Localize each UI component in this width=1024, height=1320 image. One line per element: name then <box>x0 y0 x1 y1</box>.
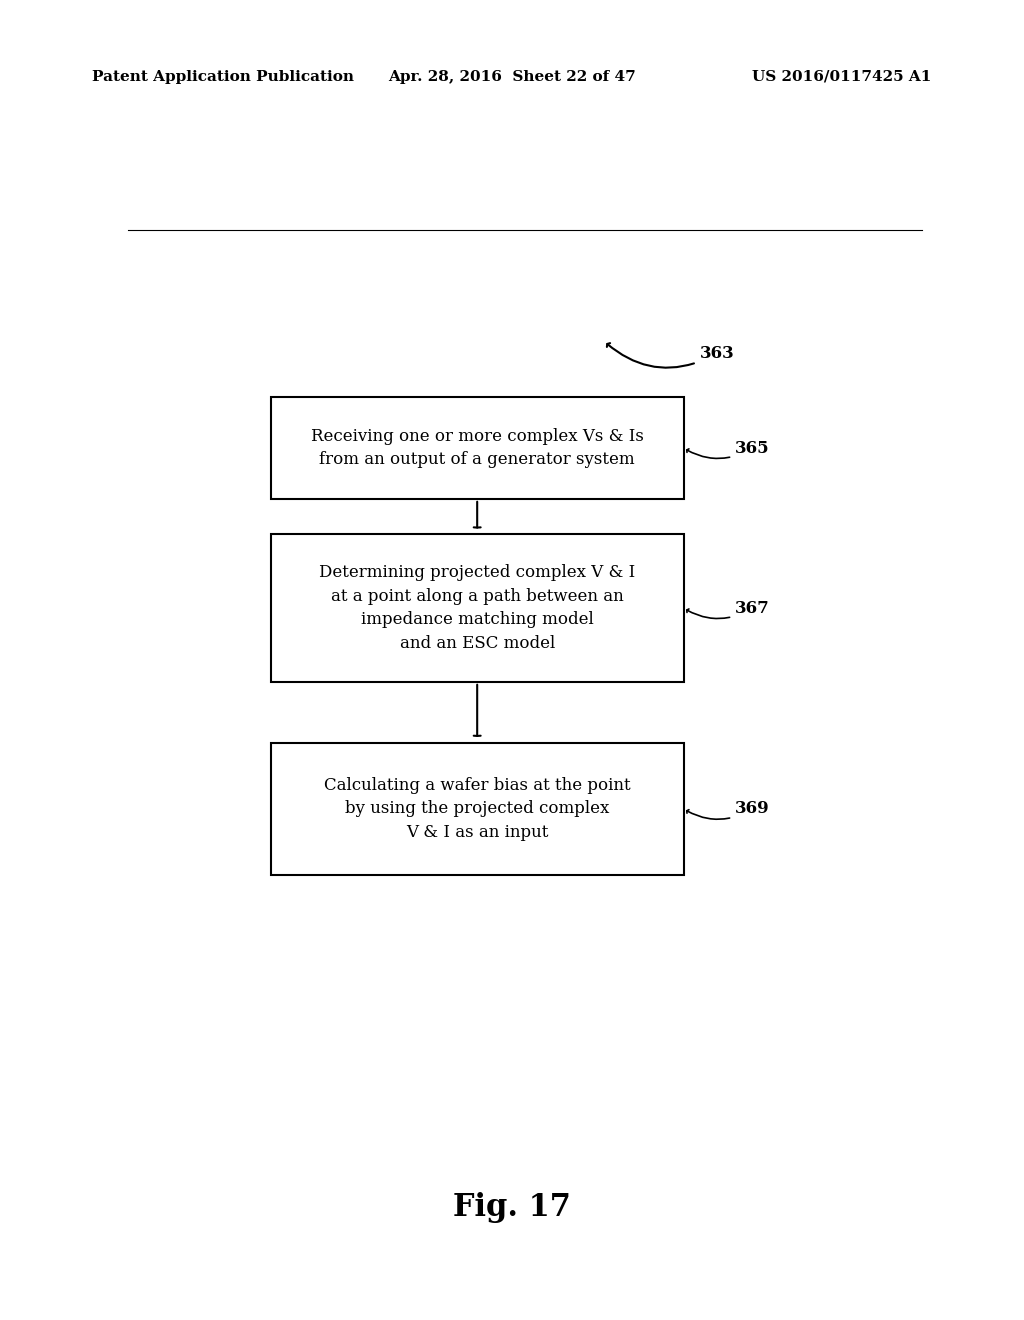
Text: 363: 363 <box>607 343 734 368</box>
Text: Receiving one or more complex Vs & Is
from an output of a generator system: Receiving one or more complex Vs & Is fr… <box>310 428 644 469</box>
Text: Apr. 28, 2016  Sheet 22 of 47: Apr. 28, 2016 Sheet 22 of 47 <box>388 70 636 83</box>
FancyBboxPatch shape <box>270 397 684 499</box>
FancyBboxPatch shape <box>270 535 684 682</box>
Text: 367: 367 <box>687 599 770 619</box>
Text: Calculating a wafer bias at the point
by using the projected complex
V & I as an: Calculating a wafer bias at the point by… <box>324 777 631 841</box>
FancyBboxPatch shape <box>270 743 684 875</box>
Text: 369: 369 <box>687 800 770 820</box>
Text: Patent Application Publication: Patent Application Publication <box>92 70 354 83</box>
Text: Fig. 17: Fig. 17 <box>453 1192 571 1224</box>
Text: 365: 365 <box>687 440 770 458</box>
Text: US 2016/0117425 A1: US 2016/0117425 A1 <box>753 70 932 83</box>
Text: Determining projected complex V & I
at a point along a path between an
impedance: Determining projected complex V & I at a… <box>319 565 635 652</box>
